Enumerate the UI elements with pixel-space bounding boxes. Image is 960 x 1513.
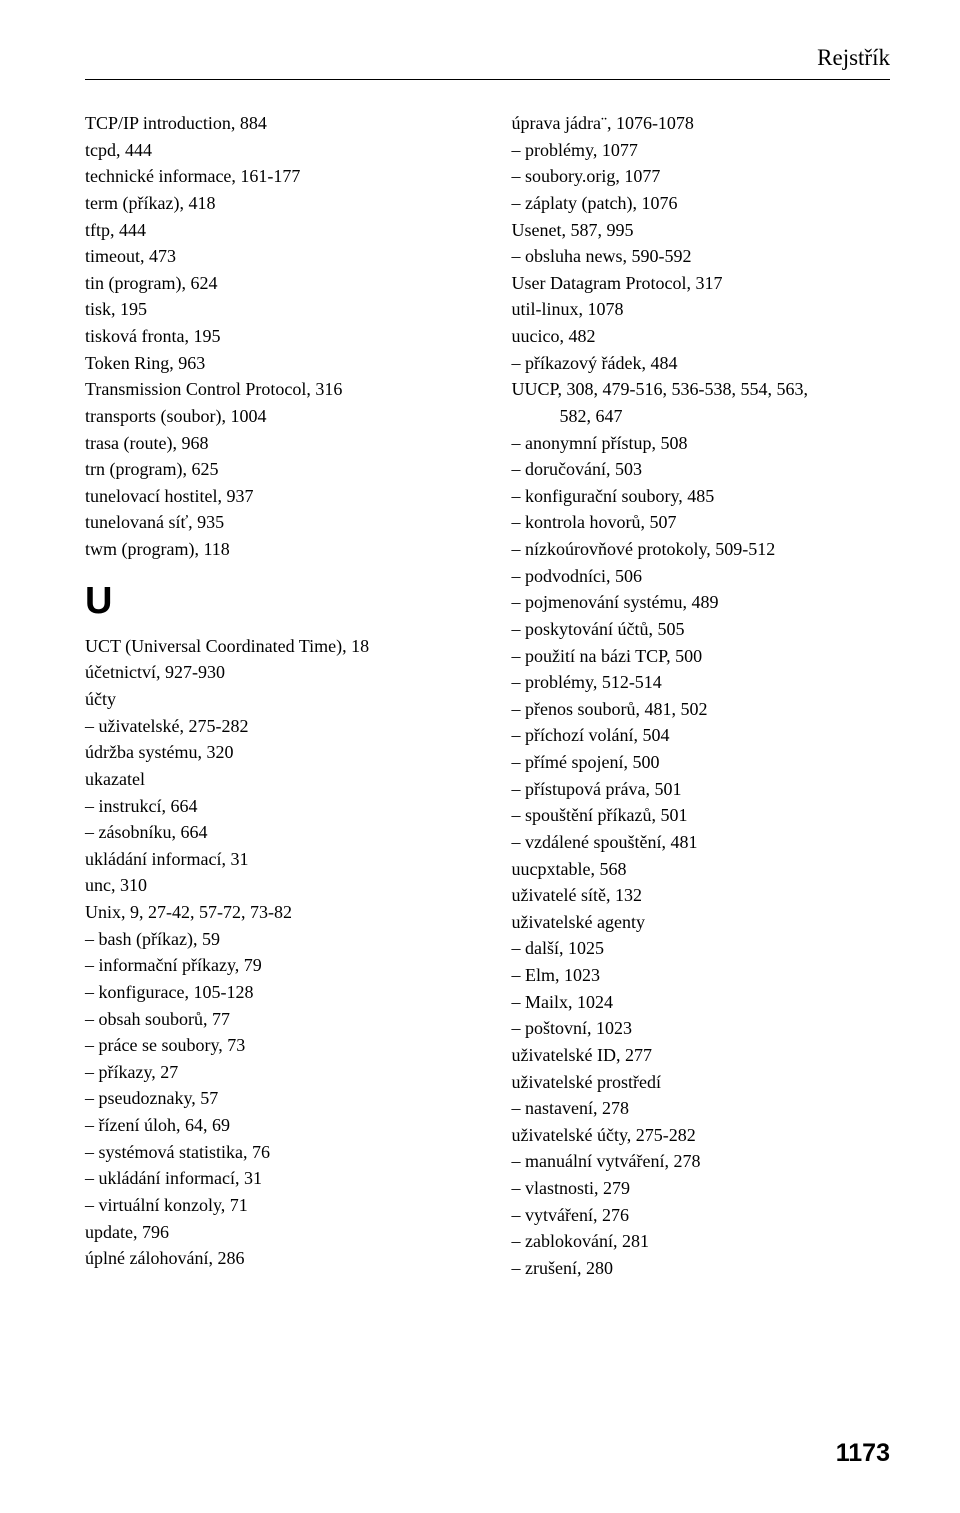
index-entry: term (příkaz), 418 xyxy=(85,190,464,217)
index-entry: – podvodníci, 506 xyxy=(512,563,891,590)
index-entry: UCT (Universal Coordinated Time), 18 xyxy=(85,633,464,660)
index-entry: – kontrola hovorů, 507 xyxy=(512,509,891,536)
index-entry: údržba systému, 320 xyxy=(85,739,464,766)
index-entry: UUCP, 308, 479-516, 536-538, 554, 563, xyxy=(512,376,891,403)
index-entry: – přístupová práva, 501 xyxy=(512,776,891,803)
index-entry: – problémy, 1077 xyxy=(512,137,891,164)
index-entry: – manuální vytváření, 278 xyxy=(512,1148,891,1175)
index-entry: tunelovací hostitel, 937 xyxy=(85,483,464,510)
index-entry: – řízení úloh, 64, 69 xyxy=(85,1112,464,1139)
index-entry: technické informace, 161-177 xyxy=(85,163,464,190)
index-entry: – Mailx, 1024 xyxy=(512,989,891,1016)
index-entry: – pseudoznaky, 57 xyxy=(85,1085,464,1112)
index-content: TCP/IP introduction, 884tcpd, 444technic… xyxy=(85,110,890,1282)
index-entry: – instrukcí, 664 xyxy=(85,793,464,820)
index-entry: – poskytování účtů, 505 xyxy=(512,616,891,643)
index-entry: – problémy, 512-514 xyxy=(512,669,891,696)
index-entry: tin (program), 624 xyxy=(85,270,464,297)
index-column-right: úprava jádra¨, 1076-1078– problémy, 1077… xyxy=(512,110,891,1282)
index-entry: – virtuální konzoly, 71 xyxy=(85,1192,464,1219)
index-entry: tcpd, 444 xyxy=(85,137,464,164)
index-entry: uživatelské ID, 277 xyxy=(512,1042,891,1069)
index-entry: – informační příkazy, 79 xyxy=(85,952,464,979)
index-entry: – obsah souborů, 77 xyxy=(85,1006,464,1033)
header-title: Rejstřík xyxy=(817,45,890,70)
index-entry: – zablokování, 281 xyxy=(512,1228,891,1255)
index-entry: – Elm, 1023 xyxy=(512,962,891,989)
index-entry: User Datagram Protocol, 317 xyxy=(512,270,891,297)
index-entry: unc, 310 xyxy=(85,872,464,899)
index-entry: – příkazový řádek, 484 xyxy=(512,350,891,377)
index-entry: – anonymní přístup, 508 xyxy=(512,430,891,457)
index-entry: účetnictví, 927-930 xyxy=(85,659,464,686)
index-entry: uucico, 482 xyxy=(512,323,891,350)
index-entry: trn (program), 625 xyxy=(85,456,464,483)
index-entry: – nastavení, 278 xyxy=(512,1095,891,1122)
index-entry: účty xyxy=(85,686,464,713)
index-entry: uživatelské prostředí xyxy=(512,1069,891,1096)
index-entry: TCP/IP introduction, 884 xyxy=(85,110,464,137)
index-entry: – použití na bázi TCP, 500 xyxy=(512,643,891,670)
index-entry: Unix, 9, 27-42, 57-72, 73-82 xyxy=(85,899,464,926)
index-entry: trasa (route), 968 xyxy=(85,430,464,457)
index-entry: úprava jádra¨, 1076-1078 xyxy=(512,110,891,137)
index-entry: uživatelé sítě, 132 xyxy=(512,882,891,909)
index-entry: – další, 1025 xyxy=(512,935,891,962)
page-number: 1173 xyxy=(836,1439,890,1468)
index-entry: úplné zálohování, 286 xyxy=(85,1245,464,1272)
index-entry: – zásobníku, 664 xyxy=(85,819,464,846)
index-entry: – práce se soubory, 73 xyxy=(85,1032,464,1059)
index-entry: – nízkoúrovňové protokoly, 509-512 xyxy=(512,536,891,563)
index-entry: twm (program), 118 xyxy=(85,536,464,563)
index-entry: tisk, 195 xyxy=(85,296,464,323)
index-column-left: TCP/IP introduction, 884tcpd, 444technic… xyxy=(85,110,464,1282)
index-entry: tunelovaná síť, 935 xyxy=(85,509,464,536)
index-entry: – systémová statistika, 76 xyxy=(85,1139,464,1166)
page-header: Rejstřík xyxy=(85,45,890,71)
index-entry: – bash (příkaz), 59 xyxy=(85,926,464,953)
index-entry: tisková fronta, 195 xyxy=(85,323,464,350)
index-entry: 582, 647 xyxy=(512,403,891,430)
index-entry: – spouštění příkazů, 501 xyxy=(512,802,891,829)
index-entry: – přenos souborů, 481, 502 xyxy=(512,696,891,723)
header-divider xyxy=(85,79,890,80)
index-section-letter: U xyxy=(85,573,464,629)
index-entry: – uživatelské, 275-282 xyxy=(85,713,464,740)
index-entry: Transmission Control Protocol, 316 xyxy=(85,376,464,403)
index-entry: – ukládání informací, 31 xyxy=(85,1165,464,1192)
index-entry: uživatelské účty, 275-282 xyxy=(512,1122,891,1149)
index-entry: – zrušení, 280 xyxy=(512,1255,891,1282)
index-entry: ukládání informací, 31 xyxy=(85,846,464,873)
index-entry: – pojmenování systému, 489 xyxy=(512,589,891,616)
index-entry: – příchozí volání, 504 xyxy=(512,722,891,749)
index-entry: Usenet, 587, 995 xyxy=(512,217,891,244)
index-entry: ukazatel xyxy=(85,766,464,793)
index-entry: tftp, 444 xyxy=(85,217,464,244)
index-entry: – vzdálené spouštění, 481 xyxy=(512,829,891,856)
index-entry: – vlastnosti, 279 xyxy=(512,1175,891,1202)
index-entry: – poštovní, 1023 xyxy=(512,1015,891,1042)
index-entry: – konfigurace, 105-128 xyxy=(85,979,464,1006)
index-entry: – obsluha news, 590-592 xyxy=(512,243,891,270)
index-entry: uucpxtable, 568 xyxy=(512,856,891,883)
index-entry: timeout, 473 xyxy=(85,243,464,270)
index-entry: – přímé spojení, 500 xyxy=(512,749,891,776)
index-entry: util-linux, 1078 xyxy=(512,296,891,323)
index-entry: – doručování, 503 xyxy=(512,456,891,483)
index-entry: uživatelské agenty xyxy=(512,909,891,936)
index-entry: Token Ring, 963 xyxy=(85,350,464,377)
index-entry: – příkazy, 27 xyxy=(85,1059,464,1086)
index-entry: – konfigurační soubory, 485 xyxy=(512,483,891,510)
index-entry: – záplaty (patch), 1076 xyxy=(512,190,891,217)
index-entry: – soubory.orig, 1077 xyxy=(512,163,891,190)
index-entry: – vytváření, 276 xyxy=(512,1202,891,1229)
index-entry: update, 796 xyxy=(85,1219,464,1246)
index-entry: transports (soubor), 1004 xyxy=(85,403,464,430)
